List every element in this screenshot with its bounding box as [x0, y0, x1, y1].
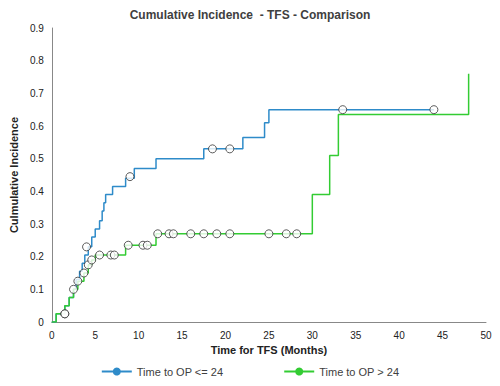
svg-text:0: 0 [49, 330, 55, 341]
svg-text:50: 50 [480, 330, 492, 341]
svg-text:0.6: 0.6 [30, 121, 44, 132]
svg-text:Time for TFS (Months): Time for TFS (Months) [211, 344, 328, 356]
svg-text:30: 30 [307, 330, 319, 341]
svg-text:0.2: 0.2 [30, 251, 44, 262]
svg-text:40: 40 [394, 330, 406, 341]
svg-text:Time to OP <= 24: Time to OP <= 24 [137, 366, 223, 378]
svg-text:5: 5 [92, 330, 98, 341]
svg-text:0.5: 0.5 [30, 153, 44, 164]
svg-text:0: 0 [38, 317, 44, 328]
svg-text:0.1: 0.1 [30, 284, 44, 295]
svg-text:45: 45 [437, 330, 449, 341]
svg-text:25: 25 [263, 330, 275, 341]
svg-text:15: 15 [176, 330, 188, 341]
svg-text:0.3: 0.3 [30, 219, 44, 230]
svg-text:Cumulative Incidence - TFS -: Cumulative Incidence - TFS - Comparison [130, 8, 371, 22]
svg-text:10: 10 [133, 330, 145, 341]
svg-text:0.7: 0.7 [30, 88, 44, 99]
svg-text:Time to OP > 24: Time to OP > 24 [319, 366, 399, 378]
svg-text:0.8: 0.8 [30, 55, 44, 66]
svg-text:Culmulative Incidence: Culmulative Incidence [8, 117, 20, 233]
svg-text:35: 35 [350, 330, 362, 341]
svg-text:0.9: 0.9 [30, 23, 44, 34]
svg-text:20: 20 [220, 330, 232, 341]
svg-text:0.4: 0.4 [30, 186, 44, 197]
